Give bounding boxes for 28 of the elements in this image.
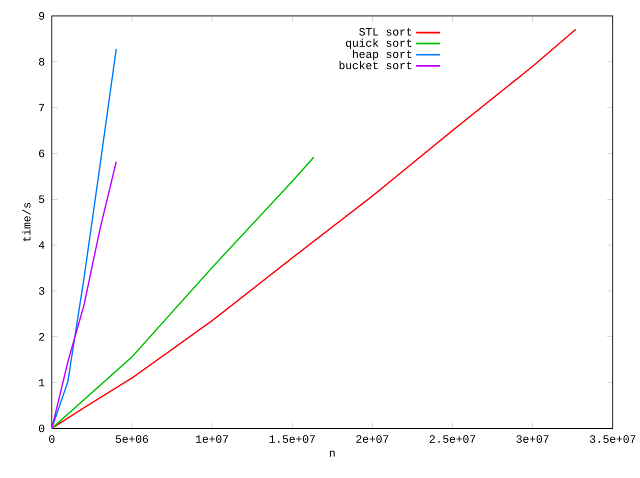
line-series xyxy=(52,160,117,428)
x-tick-label: 1.5e+07 xyxy=(269,435,315,443)
y-tick-label: 8 xyxy=(38,58,44,66)
y-tick-label: 1 xyxy=(39,378,44,386)
x-tick-label: 0 xyxy=(49,435,54,443)
x-tick-label: 1e+07 xyxy=(196,435,228,443)
y-tick-label: 7 xyxy=(39,104,44,112)
x-tick-label: 3.5e+07 xyxy=(590,435,636,443)
x-tick-label: 3e+07 xyxy=(516,435,549,443)
x-tick-label: 2e+07 xyxy=(356,435,388,443)
x-tick-label: 2.5e+07 xyxy=(430,435,476,443)
y-tick-label: 6 xyxy=(39,150,44,158)
y-tick-label: 5 xyxy=(38,195,44,203)
x-tick-label: 5e+06 xyxy=(116,435,148,443)
line-series xyxy=(52,156,315,428)
y-tick-label: 9 xyxy=(39,12,44,20)
y-tick-label: 3 xyxy=(38,287,44,295)
y-tick-label: 2 xyxy=(39,332,44,340)
legend-label: heap sort xyxy=(353,50,412,60)
y-axis-title: time/s xyxy=(22,202,31,242)
legend-label: STL sort xyxy=(359,28,412,36)
line-series xyxy=(52,48,117,428)
y-tick-label: 0 xyxy=(38,424,44,432)
x-axis-title: n xyxy=(330,450,335,457)
line-series xyxy=(52,28,577,428)
y-tick-label: 4 xyxy=(38,241,44,249)
legend-label: bucket sort xyxy=(340,60,412,70)
legend-label: quick sort xyxy=(346,38,412,49)
